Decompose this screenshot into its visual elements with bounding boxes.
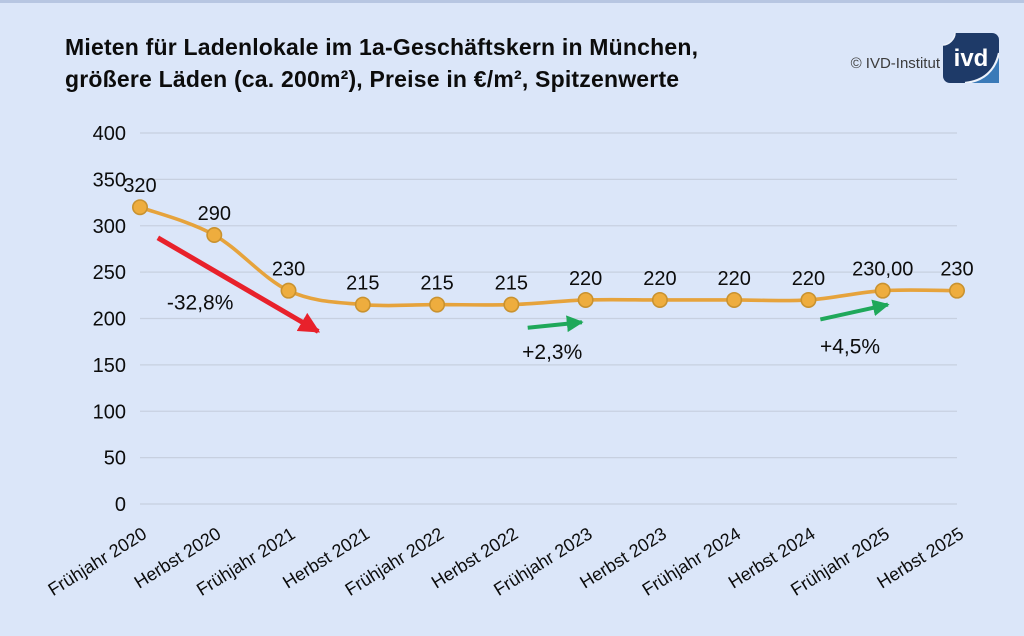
- annotation-label: -32,8%: [167, 292, 234, 315]
- ivd-logo-text: ivd: [954, 45, 989, 72]
- annotation-arrow: [156, 235, 321, 334]
- y-axis-tick-label: 50: [104, 448, 126, 470]
- ivd-logo-icon: ivd: [943, 33, 999, 83]
- data-point: [874, 282, 891, 299]
- data-point-label: 320: [123, 175, 156, 197]
- data-point-label: 230,00: [852, 259, 913, 281]
- series-line: [138, 205, 959, 308]
- y-axis-tick-label: 100: [93, 401, 126, 423]
- brand-block: © IVD-Institut ivd: [851, 33, 999, 83]
- annotation-label: +2,3%: [522, 341, 582, 364]
- data-point-label: 215: [346, 273, 379, 295]
- data-point-label: 220: [643, 268, 676, 290]
- annotation-label: +4,5%: [820, 335, 880, 358]
- data-point: [429, 296, 446, 313]
- chart-title-line1: Mieten für Ladenlokale im 1a-Geschäftske…: [65, 34, 699, 60]
- y-axis-tick-label: 400: [93, 123, 126, 145]
- chart-title: Mieten für Ladenlokale im 1a-Geschäftske…: [65, 31, 698, 95]
- data-point-label: 215: [420, 273, 453, 295]
- annotation-arrow: [819, 299, 890, 322]
- data-point: [354, 296, 371, 313]
- data-point: [948, 282, 965, 299]
- data-point: [800, 291, 817, 308]
- data-point: [577, 291, 594, 308]
- chart-title-line2: größere Läden (ca. 200m²), Preise in €/m…: [65, 66, 680, 92]
- data-point: [726, 291, 743, 308]
- data-point-label: 230: [272, 259, 305, 281]
- y-axis-tick-label: 300: [93, 216, 126, 238]
- data-point: [132, 199, 149, 216]
- data-point-label: 290: [198, 203, 231, 225]
- data-point-label: 220: [717, 268, 750, 290]
- y-axis-tick-label: 200: [93, 309, 126, 331]
- data-point-label: 220: [569, 268, 602, 290]
- y-axis-tick-label: 0: [115, 494, 126, 516]
- data-point: [206, 227, 223, 244]
- copyright-watermark: © IVD-Institut: [850, 55, 940, 72]
- y-axis-tick-label: 350: [93, 169, 126, 191]
- x-axis-tick-label: Frühjahr 2020: [44, 523, 150, 599]
- data-point: [280, 282, 297, 299]
- data-point-label: 230: [940, 259, 973, 281]
- data-point: [651, 291, 668, 308]
- y-axis-tick-label: 150: [93, 355, 126, 377]
- data-point-label: 215: [495, 273, 528, 295]
- data-point-label: 220: [792, 268, 825, 290]
- y-axis-tick-label: 250: [93, 262, 126, 284]
- annotation-arrow: [527, 315, 584, 333]
- data-point: [503, 296, 520, 313]
